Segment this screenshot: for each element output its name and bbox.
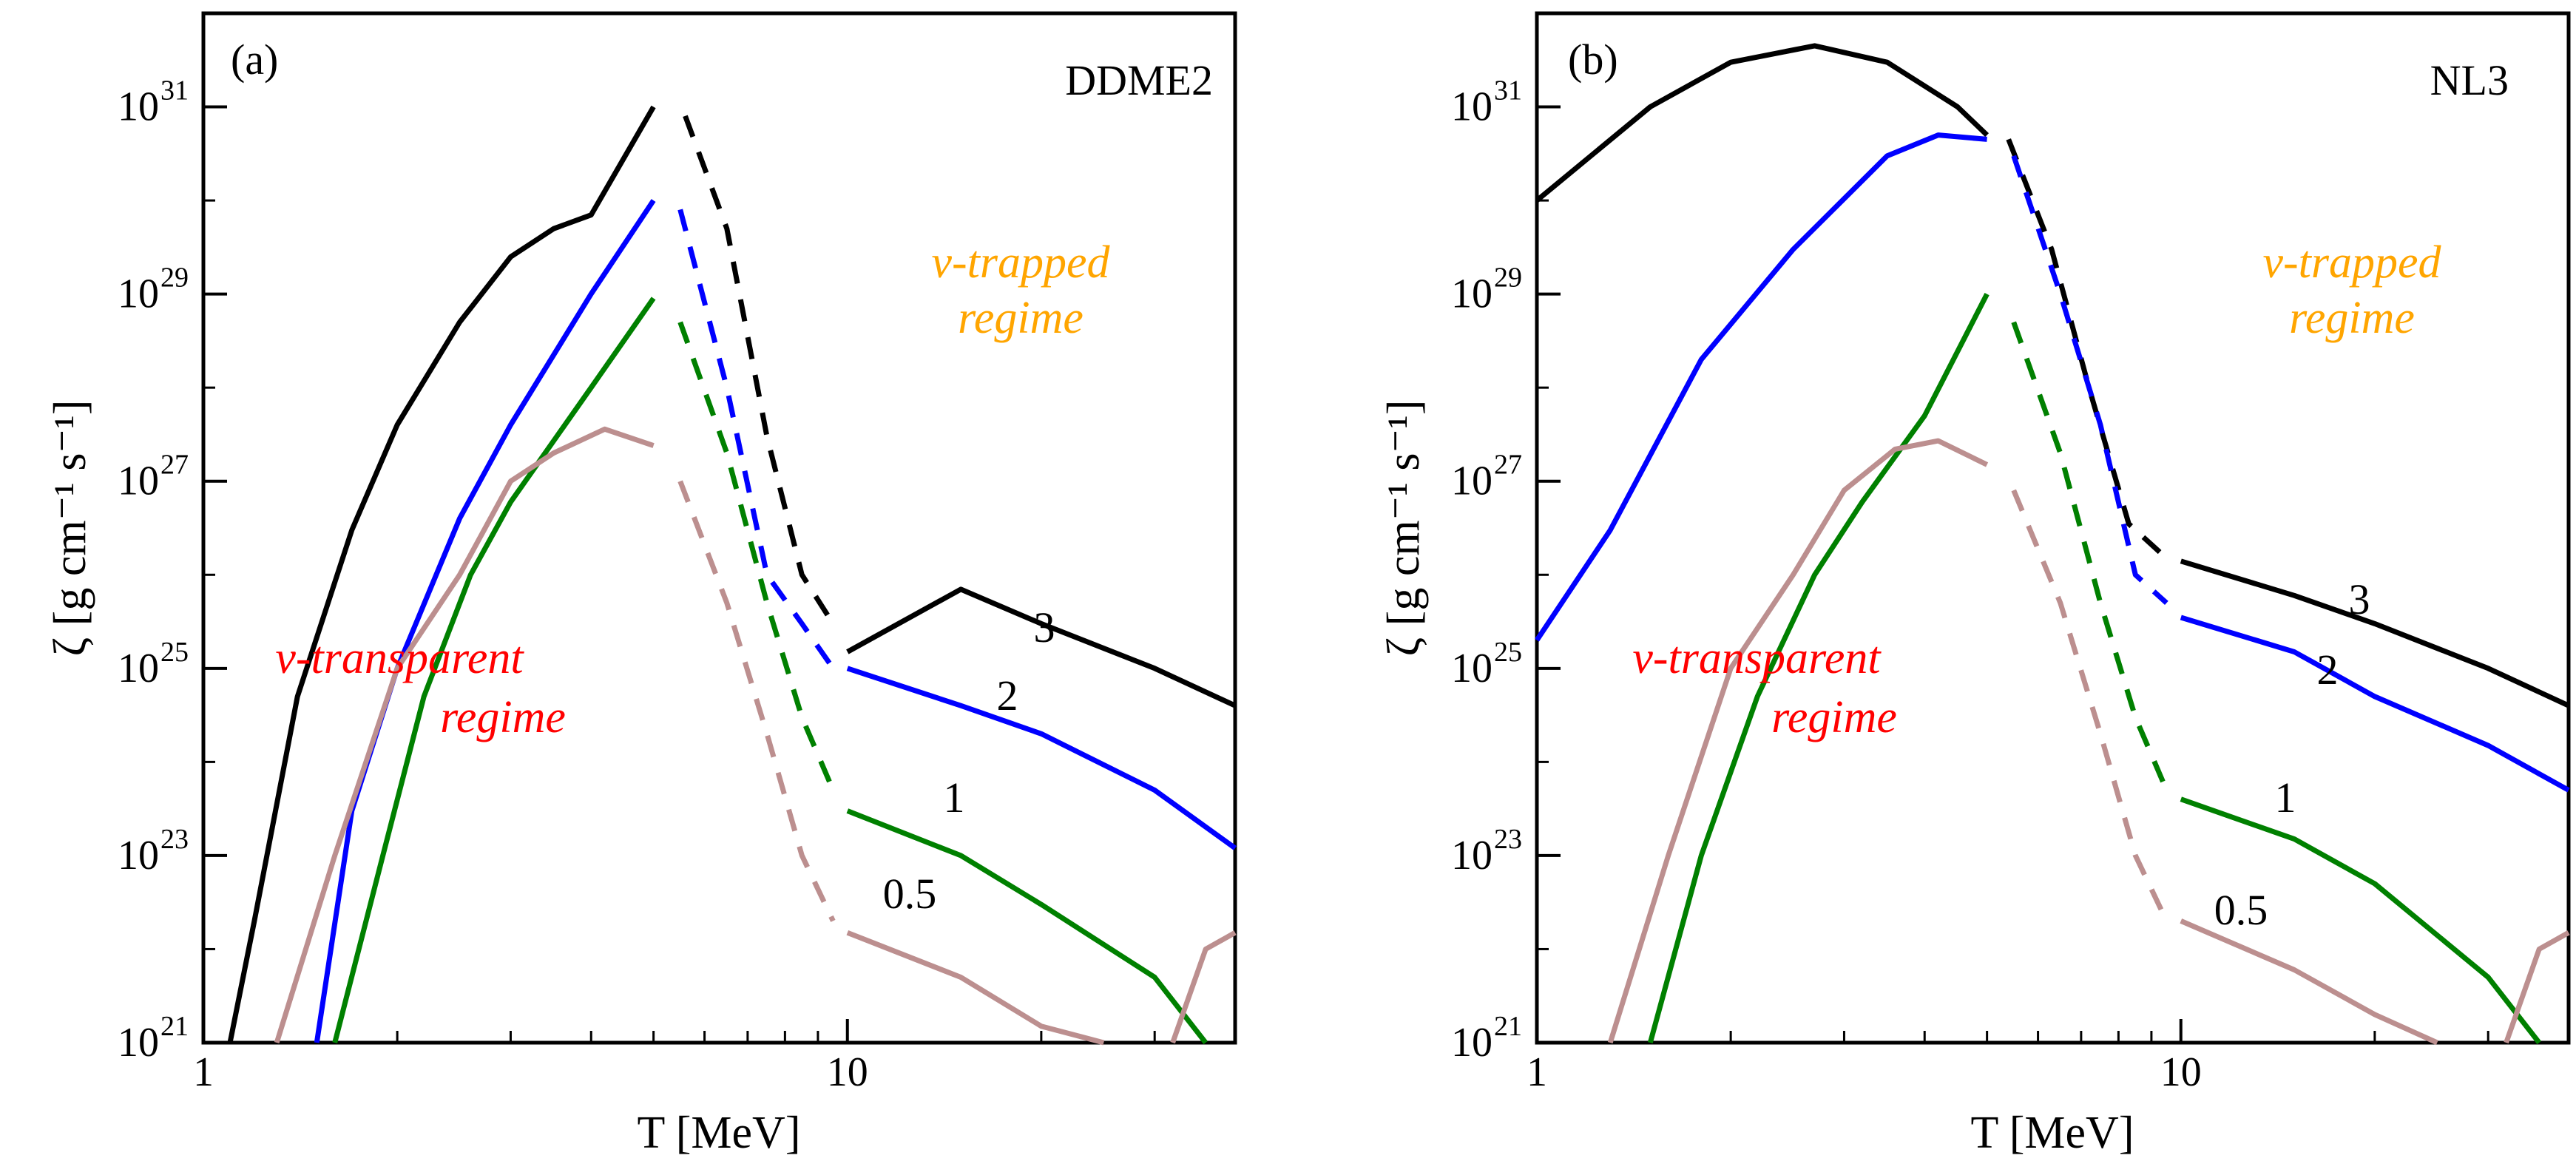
y-tick-exponent: 31: [160, 75, 189, 106]
plot-frame: [203, 13, 1235, 1043]
y-tick-exponent: 27: [160, 450, 189, 481]
curve-label-0_5: 0.5: [2214, 886, 2268, 934]
y-tick-exponent: 23: [160, 824, 189, 855]
series-3-dashed: [2009, 139, 2167, 558]
y-tick-label: 10: [1451, 271, 1492, 317]
y-tick-label: 10: [118, 646, 159, 691]
y-tick-exponent: 25: [1494, 637, 1522, 668]
figure: 1 10102110231025102710291031 3210.5 (a) D…: [0, 0, 2576, 1161]
series-0_5-dashed: [680, 481, 834, 921]
series-2-dashed: [2014, 156, 2167, 603]
regime-transparent-line1: ν-transparent: [275, 633, 524, 683]
curve-label-3: 3: [2349, 575, 2370, 623]
panel-label: (a): [231, 35, 278, 84]
y-axis-title: ζ [g cm⁻¹ s⁻¹]: [45, 400, 95, 657]
x-axis-title: T [MeV]: [1971, 1108, 2134, 1158]
curve-label-0_5: 0.5: [883, 870, 937, 918]
series-0_5-solid-tail: [1173, 932, 1235, 1043]
regime-trapped-line2: regime: [2289, 293, 2415, 343]
regime-transparent-line2: regime: [440, 692, 566, 742]
y-tick-exponent: 29: [160, 263, 189, 294]
regime-trapped-line1: ν-trapped: [931, 237, 1110, 288]
regime-trapped-line2: regime: [958, 293, 1084, 343]
y-tick-exponent: 21: [160, 1011, 189, 1042]
series-2-solid-low: [1537, 135, 1987, 640]
regime-trapped-line1: ν-trapped: [2262, 237, 2441, 288]
x-tick-label: 10: [2160, 1049, 2202, 1095]
series-0_5-solid-tail: [2506, 932, 2569, 1043]
x-tick-label: 1: [193, 1049, 214, 1095]
curve-label-2: 2: [997, 671, 1018, 720]
x-axis-title: T [MeV]: [638, 1108, 801, 1158]
y-tick-exponent: 29: [1494, 263, 1522, 294]
curve-label-2: 2: [2317, 646, 2339, 694]
y-tick-label: 10: [1451, 1020, 1492, 1066]
regime-transparent-line2: regime: [1771, 692, 1897, 742]
series-2-dashed: [680, 209, 834, 668]
y-tick-label: 10: [118, 833, 159, 879]
y-tick-label: 10: [118, 1020, 159, 1066]
y-tick-exponent: 21: [1494, 1011, 1522, 1042]
series-0_5-solid-high: [2181, 921, 2438, 1043]
series-2-solid-high: [848, 668, 1235, 848]
y-tick-label: 10: [1451, 833, 1492, 879]
y-tick-exponent: 25: [160, 637, 189, 668]
y-tick-label: 10: [118, 271, 159, 317]
y-tick-label: 10: [1451, 646, 1492, 691]
curve-label-1: 1: [944, 774, 965, 822]
y-tick-label: 10: [1451, 84, 1492, 130]
series-3-solid-low: [230, 107, 654, 1043]
curve-label-3: 3: [1034, 603, 1055, 651]
y-tick-label: 10: [1451, 458, 1492, 504]
model-label: NL3: [2430, 56, 2509, 104]
model-label: DDME2: [1065, 56, 1213, 104]
regime-transparent-line1: ν-transparent: [1632, 633, 1882, 683]
y-tick-label: 10: [118, 84, 159, 130]
x-tick-label: 1: [1527, 1049, 1547, 1095]
series-0_5-solid-high: [848, 932, 1104, 1043]
series-2-solid-high: [2181, 617, 2569, 791]
y-tick-exponent: 27: [1494, 450, 1522, 481]
x-tick-label: 10: [827, 1049, 868, 1095]
series-1-solid-high: [848, 811, 1206, 1043]
curve-label-1: 1: [2275, 774, 2296, 822]
y-axis-title: ζ [g cm⁻¹ s⁻¹]: [1379, 400, 1429, 657]
y-tick-label: 10: [118, 458, 159, 504]
panel-label: (b): [1568, 35, 1618, 84]
y-tick-exponent: 31: [1494, 75, 1522, 106]
y-tick-exponent: 23: [1494, 824, 1522, 855]
